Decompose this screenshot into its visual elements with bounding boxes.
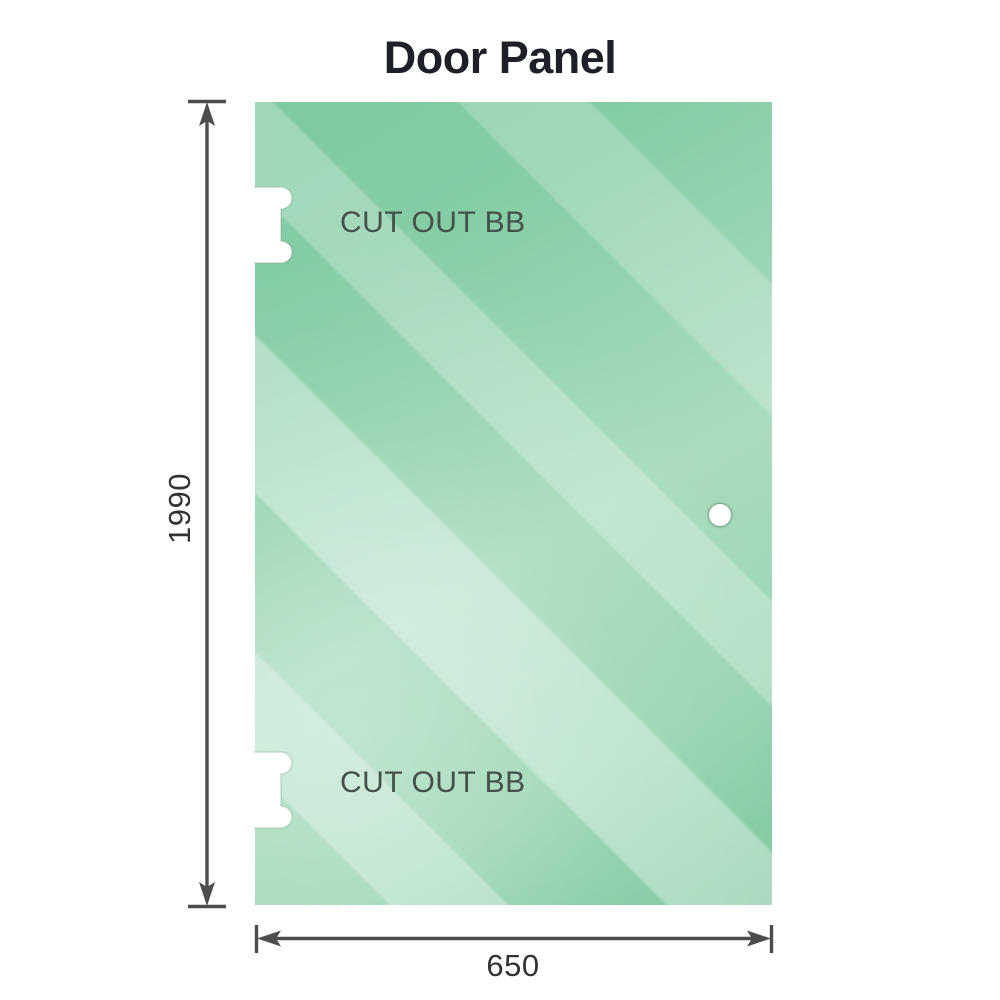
handle-hole — [709, 504, 731, 526]
dimension-value-height: 1990 — [162, 473, 197, 544]
panel-glass-fill — [255, 102, 772, 905]
cutout-notch-top — [254, 183, 301, 267]
cutout-label-top: CUT OUT BB — [340, 206, 526, 239]
dimension-line-height — [150, 85, 230, 925]
cutout-label-bottom: CUT OUT BB — [340, 766, 526, 799]
dimension-line-width — [230, 915, 810, 1000]
dimension-value-width: 650 — [486, 948, 540, 983]
page-title: Door Panel — [383, 32, 617, 83]
cutout-notch-bottom — [254, 748, 301, 832]
